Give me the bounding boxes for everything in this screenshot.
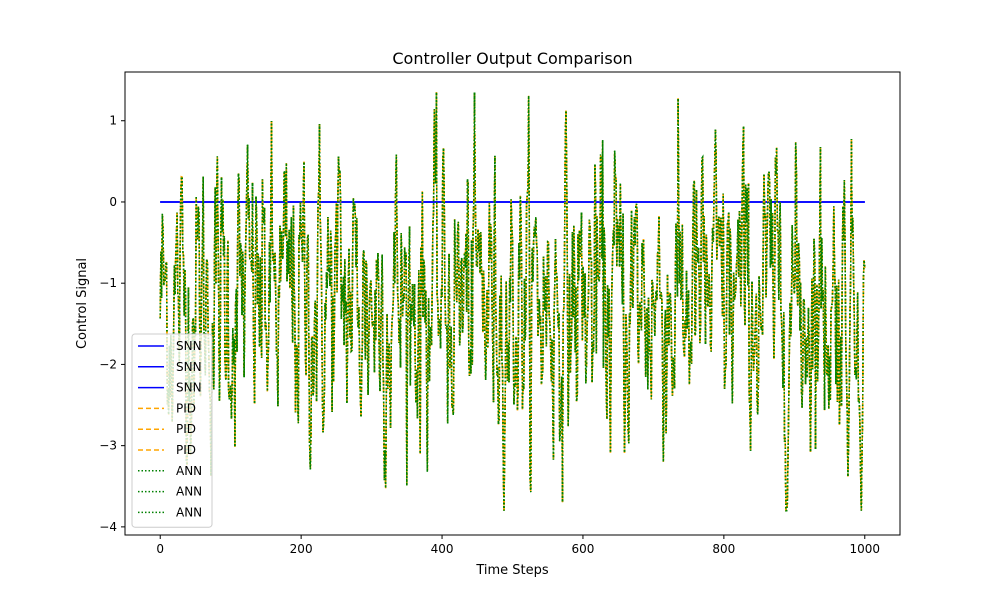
x-tick-label: 600: [572, 542, 595, 556]
legend-label: PID: [176, 401, 196, 415]
legend-label: PID: [176, 443, 196, 457]
x-tick-label: 800: [712, 542, 735, 556]
y-tick-label: −3: [99, 439, 117, 453]
y-axis-label: Control Signal: [75, 258, 90, 349]
y-tick-label: −2: [99, 357, 117, 371]
series-line-ann: [159, 92, 866, 512]
chart-title: Controller Output Comparison: [392, 49, 632, 68]
x-tick-label: 0: [156, 542, 164, 556]
y-tick-label: 0: [109, 195, 117, 209]
x-tick-label: 200: [290, 542, 313, 556]
x-tick-label: 1000: [849, 542, 880, 556]
legend-label: PID: [176, 422, 196, 436]
legend-label: SNN: [176, 339, 202, 353]
legend-label: ANN: [176, 464, 202, 478]
x-axis-label: Time Steps: [475, 563, 549, 578]
series-layer: [159, 92, 866, 512]
y-tick-label: 1: [109, 114, 117, 128]
legend-label: SNN: [176, 360, 202, 374]
y-tick-label: −1: [99, 276, 117, 290]
x-tick-label: 400: [431, 542, 454, 556]
legend-label: ANN: [176, 485, 202, 499]
legend-label: SNN: [176, 381, 202, 395]
legend: SNN SNN SNN PID PID PID ANN ANN ANN: [131, 333, 213, 528]
legend-box: [131, 333, 213, 528]
x-axis: 0 200 400 600 800 1000: [156, 535, 880, 556]
legend-label: ANN: [176, 505, 202, 519]
plot-frame: [124, 71, 901, 536]
y-tick-label: −4: [99, 520, 117, 534]
y-axis: −4 −3 −2 −1 0 1: [99, 114, 125, 534]
